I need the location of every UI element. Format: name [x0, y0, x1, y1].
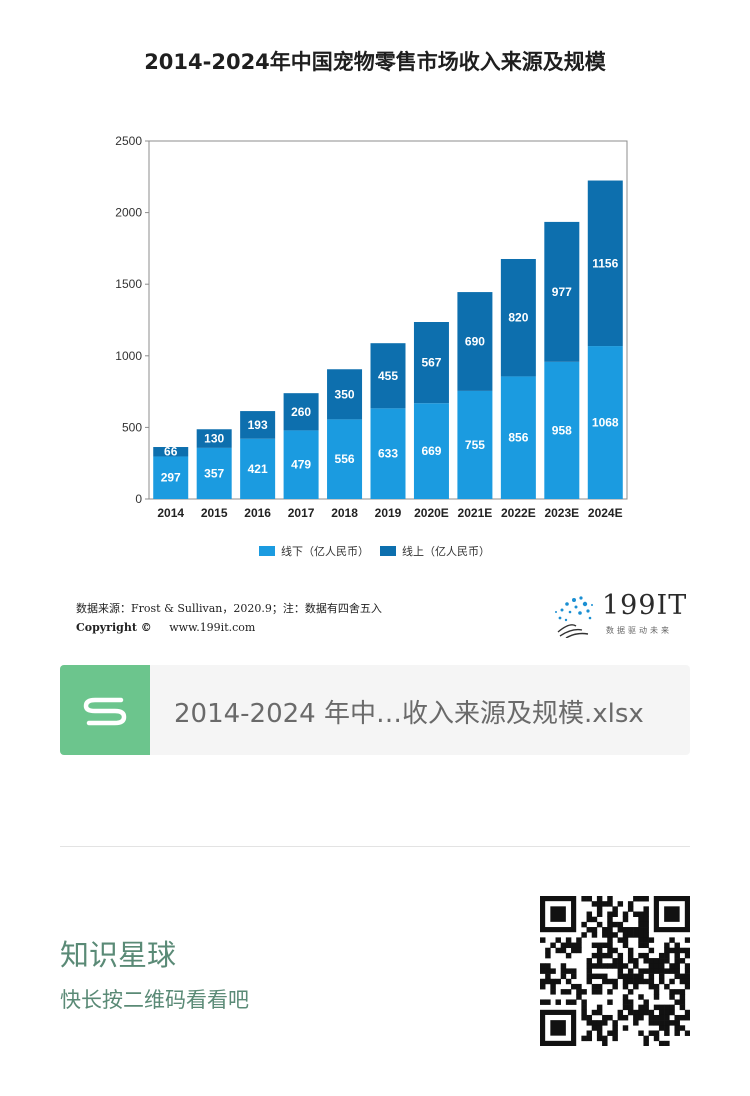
data-label-offline: 556 — [335, 452, 355, 466]
data-label-online: 820 — [508, 311, 528, 325]
spreadsheet-s-icon — [60, 665, 150, 755]
data-label-offline: 479 — [291, 458, 311, 472]
bar-online — [153, 447, 189, 457]
legend-label: 线下（亿人民币） — [281, 544, 369, 558]
data-label-offline: 1068 — [592, 416, 619, 430]
x-tick-label: 2021E — [458, 506, 493, 520]
y-tick-label: 0 — [135, 492, 142, 506]
data-label-online: 690 — [465, 334, 485, 348]
copyright-url: www.199it.com — [169, 621, 256, 634]
data-label-offline: 958 — [552, 423, 572, 437]
stacked-bar-chart: 0 500 1000 1500 2000 2500 297 66 2014 357 130 2015 4… — [115, 134, 628, 558]
data-label-offline: 633 — [378, 447, 398, 461]
bar-online — [413, 322, 449, 404]
y-tick-label: 2500 — [115, 134, 142, 148]
data-label-online: 1156 — [592, 256, 618, 270]
data-label-offline: 297 — [161, 471, 181, 485]
planet-name: 知识星球 — [60, 938, 177, 972]
x-tick-label: 2024E — [588, 506, 623, 520]
x-tick-label: 2020E — [414, 506, 449, 520]
data-label-offline: 357 — [204, 466, 224, 480]
bar-offline — [283, 430, 319, 499]
x-tick-label: 2018 — [331, 506, 358, 520]
data-label-offline: 856 — [508, 431, 528, 445]
chart-title: 2014-2024年中国宠物零售市场收入来源及规模 — [144, 50, 606, 74]
bar-online — [327, 369, 363, 420]
bar-offline — [544, 361, 580, 499]
data-label-offline: 421 — [248, 462, 268, 476]
data-label-online: 350 — [335, 387, 355, 401]
brand-logo-icon — [555, 596, 593, 638]
bar-online — [283, 393, 319, 431]
x-tick-label: 2015 — [201, 506, 228, 520]
y-tick-label: 1500 — [115, 277, 142, 291]
data-label-online: 260 — [291, 405, 311, 419]
x-tick-label: 2014 — [157, 506, 184, 520]
bar-offline — [500, 376, 536, 499]
data-label-offline: 669 — [421, 444, 441, 458]
brand-tagline: 数据驱动未来 — [606, 626, 672, 635]
x-tick-label: 2016 — [244, 506, 271, 520]
bar-online — [500, 258, 536, 377]
file-attachment-card[interactable]: 2014-2024 年中…收入来源及规模.xlsx — [60, 665, 690, 755]
file-name: 2014-2024 年中…收入来源及规模.xlsx — [174, 699, 644, 729]
bar-offline — [587, 346, 623, 499]
legend-label: 线上（亿人民币） — [402, 544, 490, 558]
data-label-online: 66 — [164, 445, 178, 459]
bar-online — [370, 343, 406, 409]
x-tick-label: 2023E — [544, 506, 579, 520]
bar-offline — [327, 419, 363, 499]
copyright-line: Copyright © www.199it.com — [76, 621, 255, 634]
bar-online — [196, 429, 232, 448]
x-tick-label: 2019 — [375, 506, 402, 520]
bar-offline — [413, 403, 449, 499]
bar-online — [240, 411, 276, 439]
divider — [60, 846, 690, 847]
bar-online — [457, 292, 493, 391]
bar-offline — [457, 390, 493, 499]
bar-offline — [370, 408, 406, 499]
bar-online — [544, 221, 580, 362]
brand-name: 199IT — [602, 590, 688, 621]
data-label-online: 193 — [248, 418, 268, 432]
data-label-online: 455 — [378, 369, 398, 383]
data-label-online: 130 — [204, 432, 224, 446]
legend-swatch — [259, 546, 275, 556]
legend-swatch — [380, 546, 396, 556]
data-label-online: 567 — [421, 356, 441, 370]
copyright-label: Copyright © — [76, 621, 152, 634]
bar-online — [587, 180, 623, 347]
bar-offline — [240, 438, 276, 499]
y-tick-label: 1000 — [115, 349, 142, 363]
qr-code-icon[interactable] — [540, 896, 690, 1046]
x-tick-label: 2022E — [501, 506, 536, 520]
bar-offline — [196, 447, 232, 499]
bar-offline — [153, 456, 189, 499]
qr-hint-text: 快长按二维码看看吧 — [60, 988, 249, 1012]
y-tick-label: 500 — [122, 420, 142, 434]
data-source-note: 数据来源：Frost & Sullivan，2020.9；注：数据有四舍五入 — [76, 602, 382, 615]
data-label-offline: 755 — [465, 438, 485, 452]
y-tick-label: 2000 — [115, 206, 142, 220]
data-label-online: 977 — [552, 285, 572, 299]
x-tick-label: 2017 — [288, 506, 315, 520]
